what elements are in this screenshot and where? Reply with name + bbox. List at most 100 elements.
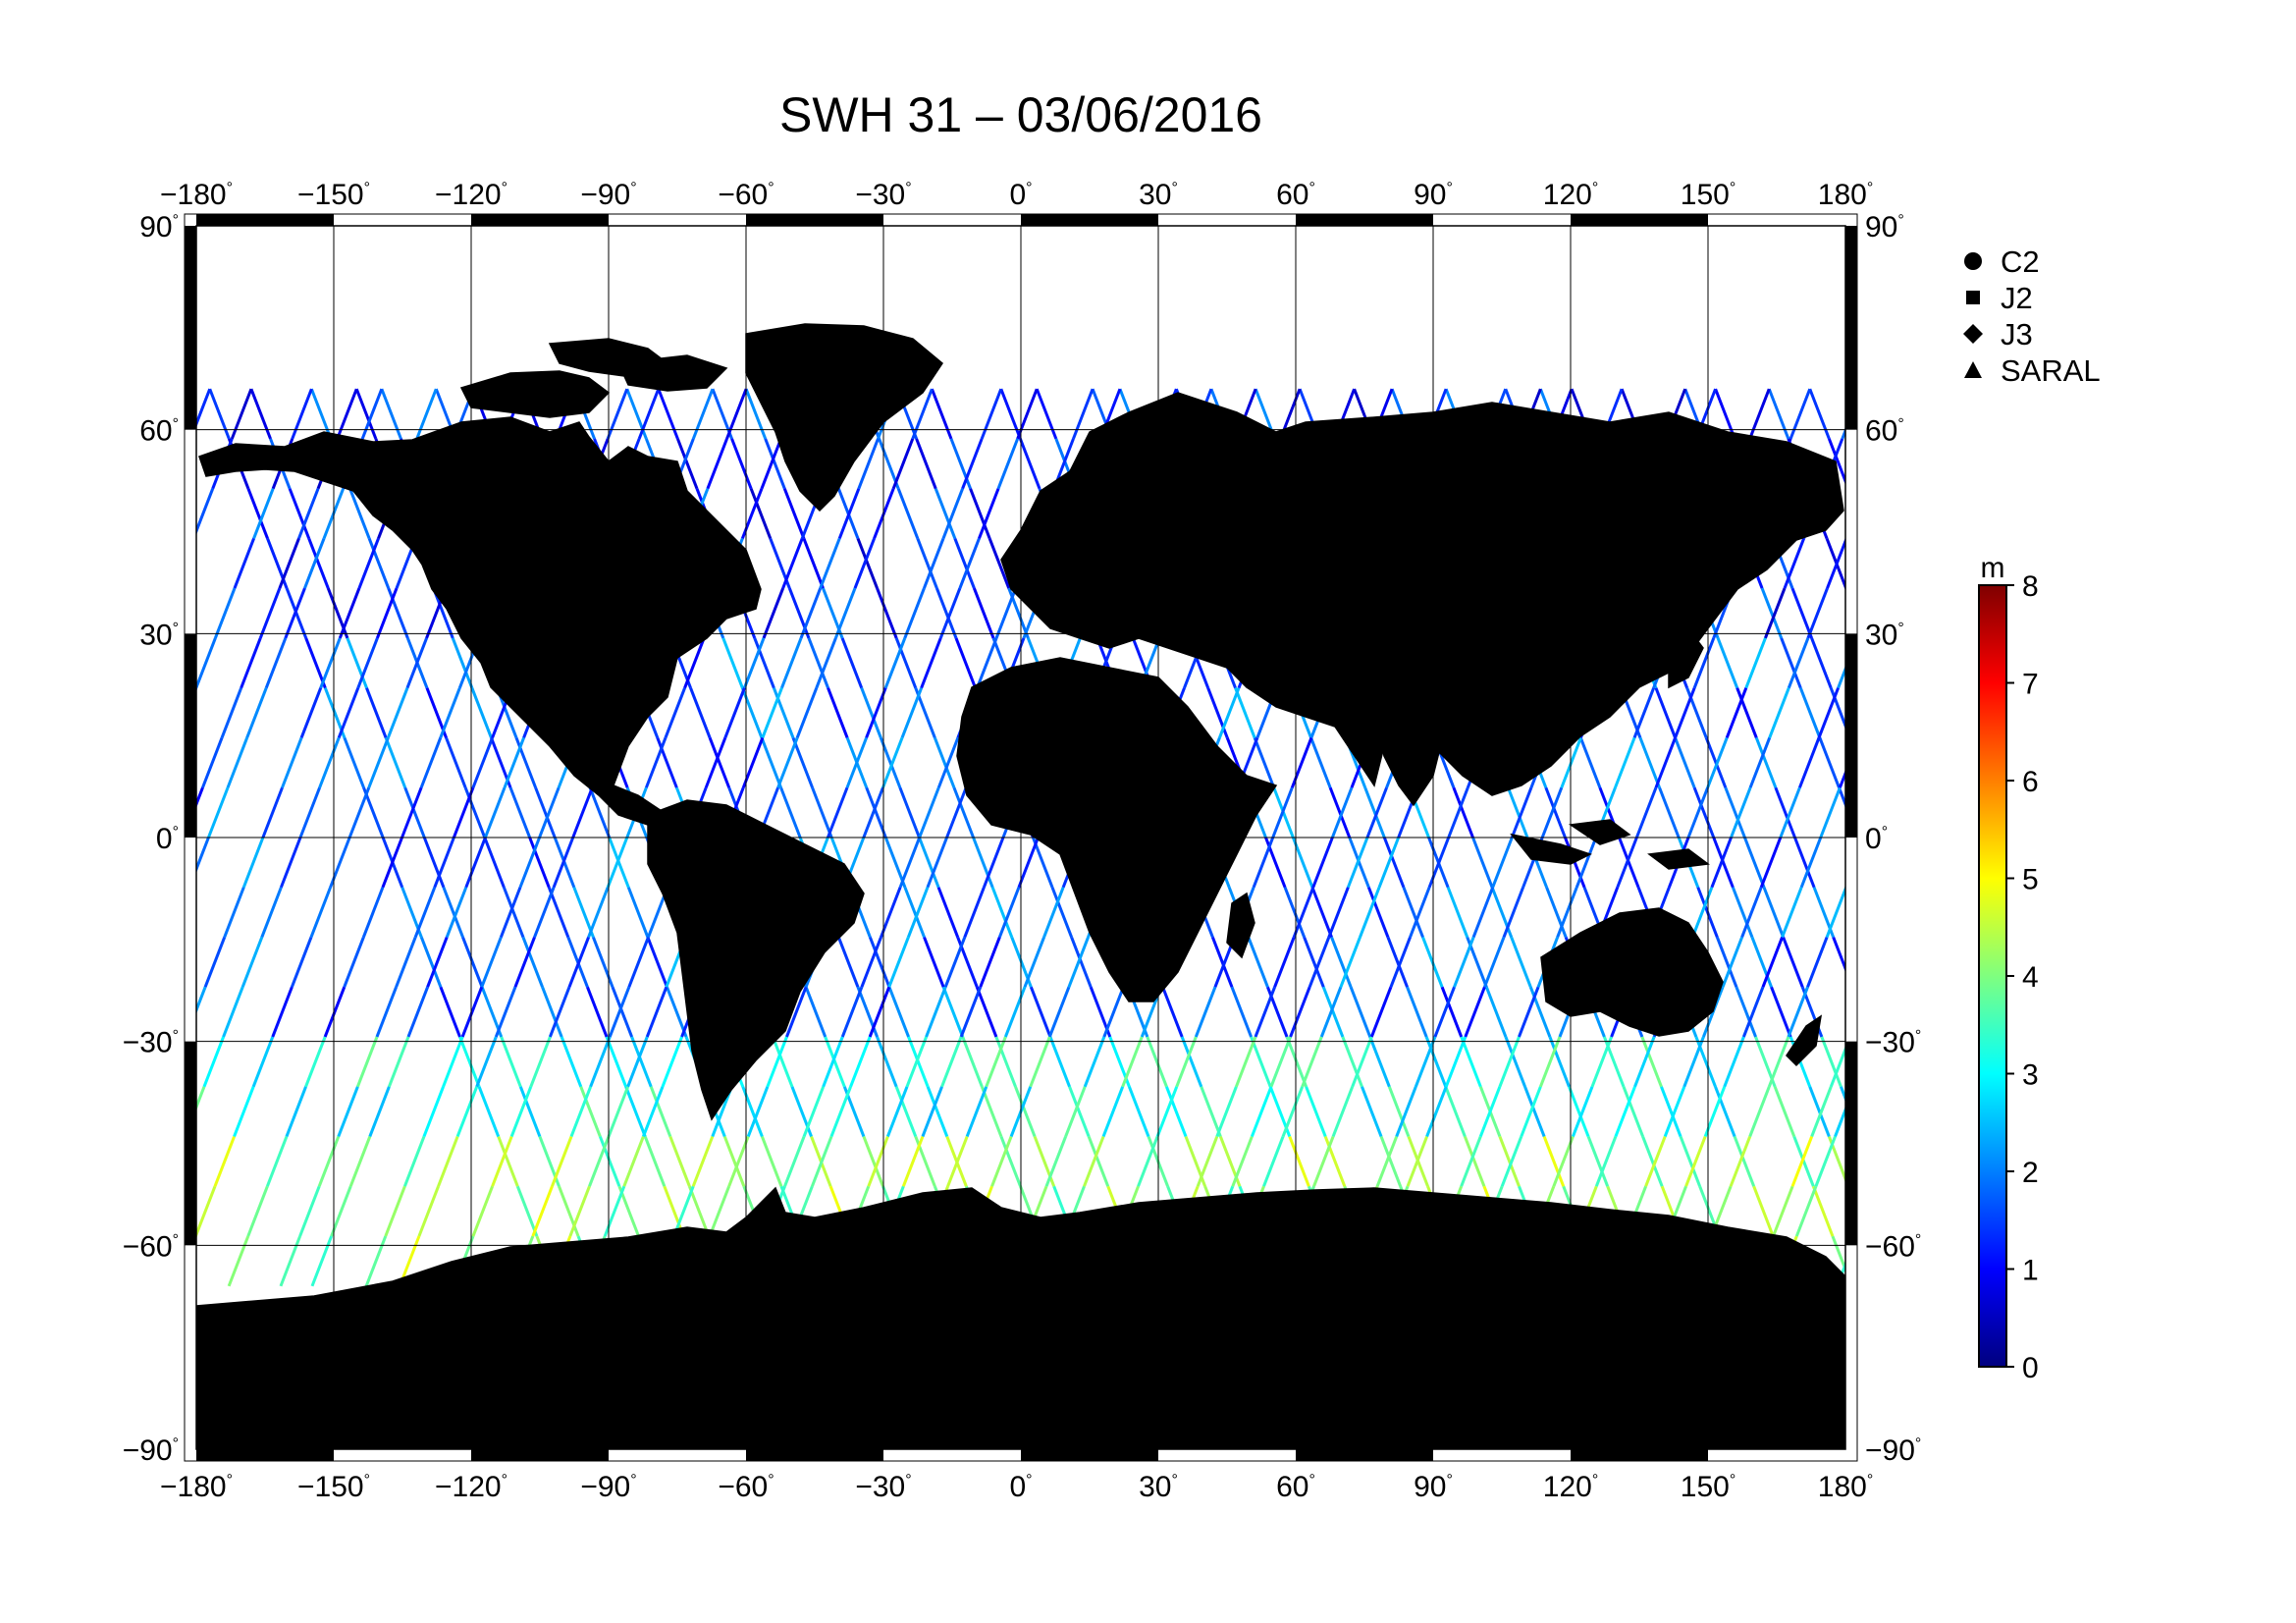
track-segment — [249, 388, 272, 440]
track-segment — [491, 1136, 513, 1187]
track-segment — [2109, 737, 2128, 787]
track-segment — [2153, 1087, 2172, 1137]
track-segment — [1783, 537, 1806, 589]
track-segment — [2076, 1236, 2096, 1286]
track-segment — [2054, 888, 2073, 938]
track-segment — [1578, 736, 1602, 788]
track-segment — [551, 1136, 573, 1187]
track-segment — [1247, 936, 1269, 988]
track-segment — [1387, 1086, 1411, 1138]
track-segment — [1810, 1086, 1833, 1138]
track-segment — [1925, 688, 1945, 738]
track-segment — [2099, 1137, 2118, 1187]
track-segment — [2092, 938, 2111, 988]
track-segment — [338, 587, 361, 639]
track-segment — [1560, 736, 1582, 788]
lon-tick-label-bottom: −60° — [718, 1471, 774, 1503]
track-segment — [422, 1086, 445, 1138]
track-segment — [1927, 938, 1947, 988]
track-segment — [999, 1136, 1022, 1187]
track-segment — [2231, 1236, 2251, 1286]
track-segment — [245, 687, 268, 739]
track-segment — [2197, 638, 2216, 688]
track-segment — [802, 1086, 826, 1138]
track-segment — [68, 1087, 87, 1137]
track-segment — [865, 687, 887, 739]
track-segment — [810, 1136, 833, 1187]
legend-diamond-marker — [1963, 324, 1983, 344]
track-segment — [2224, 439, 2244, 489]
track-segment — [2077, 1186, 2097, 1236]
track-segment — [129, 1137, 148, 1187]
track-segment — [1083, 1036, 1106, 1088]
track-segment — [2268, 787, 2287, 838]
track-segment — [1917, 538, 1937, 588]
legend-label: J3 — [2001, 317, 2033, 352]
track-segment — [2173, 737, 2193, 787]
track-segment — [1844, 588, 1845, 591]
track-segment — [298, 786, 321, 839]
track-segment — [2231, 888, 2251, 938]
track-segment — [79, 787, 98, 838]
track-segment — [568, 1185, 591, 1237]
colorbar-unit: m — [1981, 552, 2005, 584]
track-segment — [298, 1185, 321, 1237]
track-segment — [518, 1086, 542, 1138]
track-segment — [2234, 389, 2254, 439]
track-segment — [1826, 537, 1845, 589]
track-segment — [2169, 737, 2189, 787]
track-segment — [1155, 1086, 1179, 1138]
colorbar-tick-label: 3 — [2022, 1059, 2039, 1092]
track-segment — [1919, 538, 1939, 588]
track-segment — [1876, 1137, 1896, 1187]
track-segment — [2058, 787, 2078, 838]
track-segment — [930, 388, 953, 440]
track-segment — [2023, 1186, 2043, 1236]
track-segment — [2148, 787, 2167, 838]
track-segment — [961, 438, 984, 490]
track-segment — [1165, 1086, 1188, 1138]
track-segment — [477, 1086, 501, 1138]
track-segment — [2081, 389, 2101, 439]
track-segment — [2158, 538, 2177, 588]
track-segment — [826, 786, 849, 839]
track-segment — [1748, 1086, 1771, 1138]
track-segment — [2111, 1037, 2131, 1087]
track-segment — [1792, 1136, 1815, 1187]
lon-tick-label-bottom: −30° — [855, 1471, 911, 1503]
track-segment — [988, 537, 1011, 589]
track-segment — [207, 786, 230, 839]
track-segment — [1730, 786, 1752, 839]
track-segment — [1932, 838, 1951, 888]
track-segment — [746, 1086, 770, 1138]
track-segment — [114, 588, 133, 638]
track-segment — [2201, 588, 2220, 638]
track-segment — [1309, 736, 1332, 788]
track-segment — [2167, 838, 2187, 888]
track-segment — [706, 438, 728, 490]
track-segment — [708, 736, 731, 788]
track-segment — [1660, 1086, 1682, 1138]
track-segment — [2246, 538, 2266, 588]
track-segment — [355, 1036, 379, 1088]
legend-square-marker — [1966, 291, 1980, 304]
track-segment — [1692, 637, 1716, 689]
colorbar-tick-label: 5 — [2022, 864, 2039, 896]
frame-bar-top — [746, 214, 883, 226]
track-segment — [367, 537, 391, 589]
track-segment — [606, 388, 629, 440]
track-segment — [727, 1136, 750, 1187]
scandinavia — [1069, 431, 1159, 512]
track-segment — [1923, 787, 1943, 838]
track-segment — [1200, 1086, 1222, 1138]
track-segment — [2166, 588, 2186, 638]
track-segment — [2186, 538, 2206, 588]
frame-bar-bottom — [1571, 1449, 1708, 1461]
track-segment — [2145, 439, 2164, 489]
track-segment — [804, 986, 828, 1038]
lat-tick-label-left: 90° — [139, 211, 179, 243]
track-segment — [2266, 489, 2285, 539]
frame-bar-left — [185, 226, 196, 430]
track-segment — [972, 837, 994, 889]
track-segment — [2186, 888, 2206, 938]
